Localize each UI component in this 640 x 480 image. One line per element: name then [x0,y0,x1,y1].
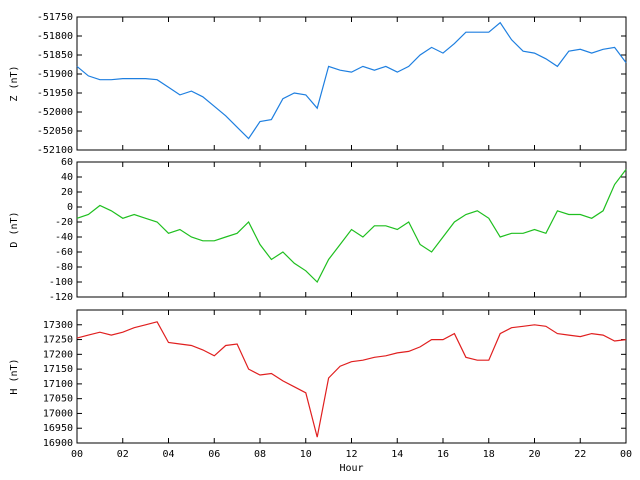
y-tick-label: 16950 [43,423,73,434]
data-line [76,169,627,284]
y-axis-label: Z (nT) [9,65,20,101]
x-tick-label: 02 [117,449,129,460]
x-tick-label: 08 [254,449,266,460]
y-tick-label: 60 [61,157,73,168]
data-line [76,321,627,438]
y-tick-label: 0 [67,202,73,213]
y-tick-label: 20 [61,187,73,198]
y-axis-label: H (nT) [9,358,20,394]
y-tick-label: -120 [49,292,73,303]
y-tick-label: -100 [49,277,73,288]
x-tick-label: 04 [162,449,174,460]
y-tick-label: -80 [55,262,73,273]
plot-frame [76,16,627,151]
x-tick-label: 22 [574,449,586,460]
y-tick-label: -20 [55,217,73,228]
y-tick-label: -60 [55,247,73,258]
x-tick-label: 12 [345,449,357,460]
y-tick-label: -40 [55,232,73,243]
x-tick-label: 18 [483,449,495,460]
y-tick-label: 17100 [43,379,73,390]
x-tick-label: 00 [71,449,83,460]
y-tick-label: 17050 [43,394,73,405]
y-tick-label: -51750 [37,12,73,23]
y-tick-label: 17000 [43,408,73,419]
plot-frame [76,309,627,444]
y-tick-label: -51800 [37,31,73,42]
x-tick-label: 20 [528,449,540,460]
y-tick-label: 16900 [43,438,73,449]
y-tick-label: -51900 [37,69,73,80]
y-tick-label: 17300 [43,320,73,331]
y-tick-label: -52100 [37,145,73,156]
x-axis-label: Hour [339,463,363,474]
x-tick-label: 16 [437,449,449,460]
y-tick-label: 40 [61,172,73,183]
x-tick-label: 00 [620,449,632,460]
y-axis-label: D (nT) [9,211,20,247]
y-tick-label: -52050 [37,126,73,137]
x-tick-label: 14 [391,449,403,460]
y-tick-label: -52000 [37,107,73,118]
x-tick-label: 06 [208,449,220,460]
y-tick-label: -51950 [37,88,73,99]
y-tick-label: 17250 [43,335,73,346]
y-tick-label: 17200 [43,349,73,360]
x-tick-label: 10 [300,449,312,460]
y-tick-label: -51850 [37,50,73,61]
data-line [76,21,627,140]
y-tick-label: 17150 [43,364,73,375]
